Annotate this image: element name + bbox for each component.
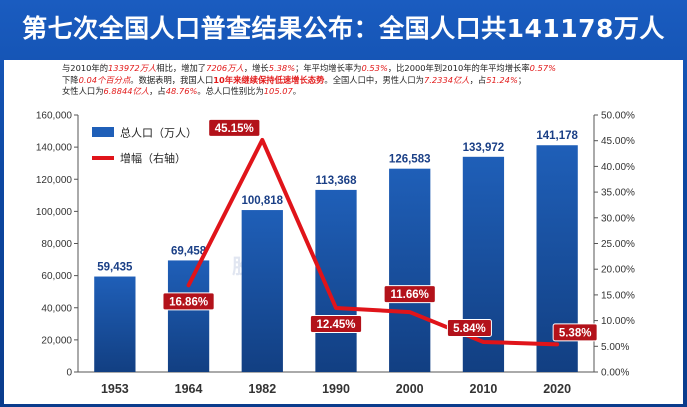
x-tick-label: 1953 [101, 382, 129, 396]
description-run: 0.53% [361, 63, 388, 73]
growth-label: 5.84% [453, 323, 486, 335]
bar-1982 [241, 210, 283, 372]
y-left-tick-label: 20,000 [41, 335, 72, 346]
description-run: 133972万人 [108, 63, 157, 73]
y-right-tick-label: 40.00% [601, 162, 635, 173]
x-tick-label: 2010 [470, 382, 498, 396]
bar-value-label: 141,178 [536, 130, 578, 142]
x-tick-label: 1982 [248, 382, 276, 396]
description-run: ，占 [149, 86, 166, 96]
description-run: 与2010年的 [62, 63, 109, 73]
description-run: 0.57% [529, 63, 556, 73]
growth-label: 16.86% [169, 296, 208, 308]
y-right-tick-label: 15.00% [601, 290, 635, 301]
bar-value-label: 100,818 [241, 195, 283, 207]
census-description: 与2010年的133972万人相比，增加了7206万人，增长5.38%；年平均增… [62, 63, 682, 98]
y-left-tick-label: 160,000 [36, 111, 73, 122]
description-run: 女性人口为 [62, 86, 104, 96]
description-run: ，比2000年到2010年的年平均增长率 [387, 63, 530, 73]
page-title: 第七次全国人口普查结果公布：全国人口共141178万人 [22, 14, 665, 43]
bar-value-label: 113,368 [316, 175, 358, 187]
growth-label-box [208, 118, 261, 137]
x-tick-label: 1990 [322, 382, 350, 396]
description-run: 105.07 [263, 86, 293, 96]
growth-label-box [446, 318, 492, 337]
x-tick-label: 1964 [175, 382, 203, 396]
x-tick-label: 2020 [543, 382, 571, 396]
bar-1964 [167, 260, 210, 372]
description-run: ； [517, 74, 527, 85]
growth-label: 45.15% [215, 123, 254, 135]
description-run: ；年平均增长率为 [295, 63, 362, 73]
y-right-tick-label: 10.00% [601, 316, 635, 327]
bar-1953 [94, 276, 136, 372]
description-run: 。 [292, 86, 302, 96]
description-run: 下降 [62, 74, 79, 85]
y-right-tick-label: 30.00% [601, 213, 635, 224]
description-run: ，占 [469, 74, 487, 85]
y-left-tick-label: 140,000 [36, 143, 73, 154]
population-chart: 0 20,000 40,000 60,000 80,000 100,000 120,000 1… [36, 111, 635, 397]
y-left-tick-label: 80,000 [41, 239, 72, 250]
description-run: 48.76% [165, 86, 198, 96]
y-right-tick-label: 5.00% [601, 342, 629, 353]
y-left-tick-label: 60,000 [41, 271, 72, 282]
description-run: 。全国人口中，男性人口为 [324, 74, 424, 85]
bar-1990 [315, 189, 357, 372]
description-run: 51.24% [486, 74, 518, 85]
y-left-tick-label: 40,000 [41, 303, 72, 314]
growth-label: 12.45% [316, 319, 355, 331]
bar-value-label: 59,435 [97, 262, 133, 274]
legend-line-label: 增幅（右轴） [120, 151, 186, 165]
description-run: 7.2334亿人 [423, 74, 470, 85]
description-line-1: 与2010年的133972万人相比，增加了7206万人，增长5.38%；年平均增… [62, 63, 682, 75]
growth-label-box [383, 285, 436, 304]
description-run: 5.38% [268, 63, 296, 73]
y-left-tick-label: 100,000 [36, 207, 73, 218]
description-run: 。数据表明，我国人口 [130, 74, 214, 85]
y-right-tick-label: 50.00% [601, 111, 635, 122]
growth-label-box [309, 315, 363, 334]
description-run: 6.8844亿人 [103, 86, 150, 96]
legend-bar-label: 总人口（万人） [120, 126, 197, 140]
y-right-tick-label: 45.00% [601, 136, 635, 147]
description-line-3: 女性人口为6.8844亿人，占48.76%。总人口性别比为105.07。 [62, 86, 682, 98]
y-right-tick-label: 0.00% [601, 368, 629, 379]
bar-2000 [389, 168, 431, 372]
bar-value-label: 133,972 [463, 142, 505, 154]
bar-value-label: 69,458 [171, 245, 207, 257]
growth-label: 11.66% [391, 289, 429, 301]
description-run: 10年来继续保持低速增长态势 [213, 74, 325, 85]
growth-label: 5.38% [559, 327, 592, 339]
y-left-tick-label: 0 [66, 368, 72, 379]
x-tick-label: 2000 [396, 382, 424, 396]
growth-label-box [552, 323, 598, 342]
chart-panel: 与2010年的133972万人相比，增加了7206万人，增长5.38%；年平均增… [4, 60, 683, 404]
description-run: 7206万人 [206, 63, 244, 73]
description-run: 相比，增加了 [156, 63, 207, 73]
y-left-tick-label: 120,000 [36, 175, 73, 186]
bar-2010 [462, 156, 505, 372]
bar-value-label: 126,583 [389, 154, 431, 166]
growth-line [186, 137, 560, 347]
description-run: 。总人口性别比为 [197, 86, 264, 96]
description-run: ，增长 [243, 63, 269, 73]
y-right-tick-label: 20.00% [601, 265, 635, 276]
legend-bar-swatch [92, 127, 114, 137]
y-right-tick-label: 25.00% [601, 239, 635, 250]
growth-label-box [162, 292, 215, 311]
y-right-tick-label: 35.00% [601, 188, 635, 199]
description-run: 0.04个百分点 [78, 74, 131, 85]
description-line-2: 下降0.04个百分点。数据表明，我国人口10年来继续保持低速增长态势。全国人口中… [62, 75, 682, 87]
